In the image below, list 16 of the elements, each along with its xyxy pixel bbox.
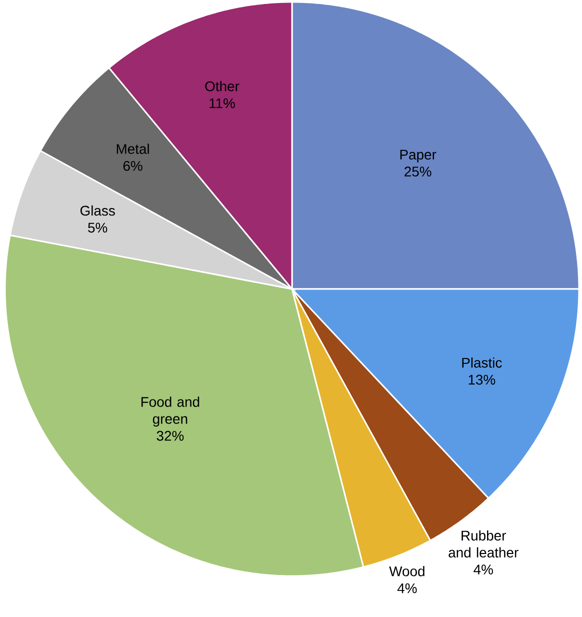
slice-label: Plastic <box>462 357 502 368</box>
slice-label: Rubber and leather <box>448 530 518 558</box>
data-label: 13% <box>468 374 496 385</box>
slice-label: Food and green <box>141 396 200 427</box>
slice-label: Glass <box>80 205 115 216</box>
data-label: 5% <box>88 222 108 233</box>
data-label: 32% <box>156 430 184 441</box>
slice-label: Other <box>205 81 240 92</box>
data-label: 4% <box>397 583 417 594</box>
slice-label: Paper <box>400 150 436 162</box>
data-label: 25% <box>404 166 432 177</box>
slice-label: Metal <box>116 144 149 154</box>
data-label: 6% <box>123 160 142 171</box>
data-label: 4% <box>474 564 493 574</box>
slice-label: Wood <box>389 566 424 576</box>
data-label: 11% <box>210 98 235 108</box>
